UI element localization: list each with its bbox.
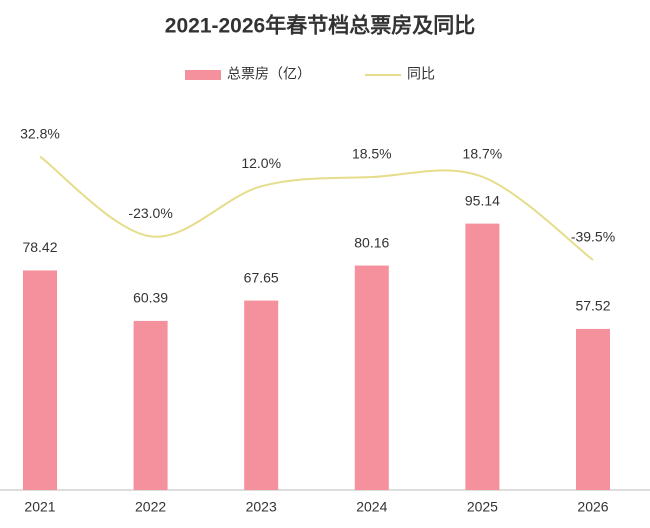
line-value-label: 12.0%: [241, 155, 281, 171]
bar-value-label: 60.39: [133, 290, 168, 306]
chart-title: 2021-2026年春节档总票房及同比: [165, 14, 475, 38]
x-tick-label: 2022: [135, 499, 166, 515]
x-tick-label: 2023: [246, 499, 277, 515]
bar-value-label: 80.16: [354, 234, 389, 250]
bar: [244, 300, 279, 490]
bar: [23, 270, 57, 490]
x-tick-label: 2021: [24, 499, 55, 515]
bar: [576, 328, 610, 490]
legend-label: 同比: [407, 66, 435, 82]
legend-label: 总票房（亿）: [227, 66, 311, 82]
line-value-label: -23.0%: [128, 205, 172, 221]
legend-swatch: [185, 70, 221, 80]
bar-value-label: 67.65: [244, 269, 279, 285]
line-value-label: 18.7%: [463, 145, 503, 161]
bar: [133, 320, 168, 490]
x-tick-label: 2025: [467, 499, 498, 515]
bar: [354, 265, 389, 490]
line-value-label: 32.8%: [20, 125, 60, 141]
bar: [465, 223, 500, 490]
bar-value-label: 95.14: [465, 192, 500, 208]
line-value-label: 18.5%: [352, 146, 392, 162]
bar-value-label: 78.42: [22, 239, 57, 255]
bar-value-label: 57.52: [575, 298, 610, 314]
line-value-label: -39.5%: [571, 229, 615, 245]
x-tick-label: 2026: [577, 499, 608, 515]
line: [39, 155, 594, 261]
x-tick-label: 2024: [356, 499, 387, 515]
